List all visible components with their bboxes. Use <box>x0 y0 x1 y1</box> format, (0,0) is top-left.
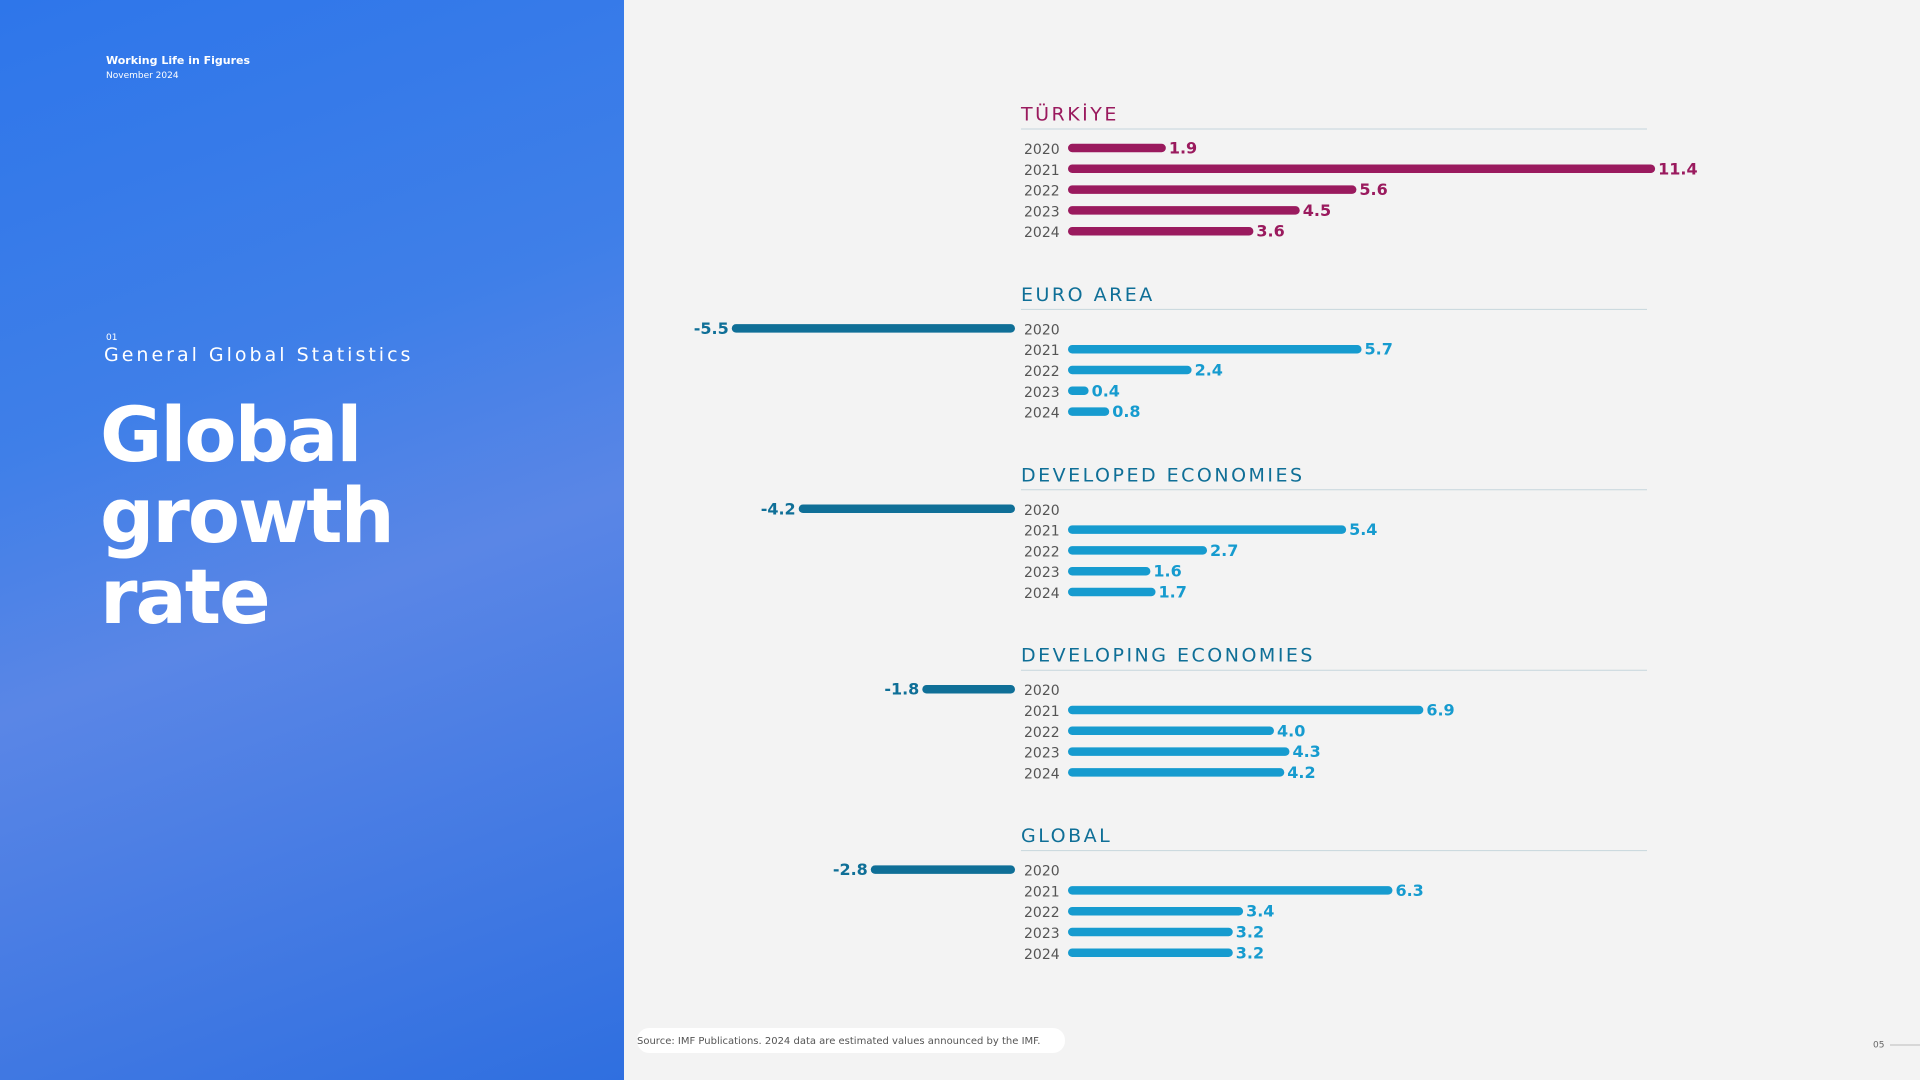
headline: rate <box>100 552 271 641</box>
bar <box>1068 906 1244 916</box>
value-label: 11.4 <box>1658 159 1697 178</box>
bar <box>1068 344 1362 354</box>
value-label: 5.6 <box>1359 180 1387 199</box>
chart-title: DEVELOPING ECONOMIES <box>1021 645 1315 667</box>
value-label: 6.3 <box>1395 881 1423 900</box>
charts: Source: IMF Publications. 2024 data are … <box>637 103 1920 1053</box>
header-title: Working Life in Figures <box>106 54 251 67</box>
year-label: 2024 <box>1024 225 1060 241</box>
chart-title: GLOBAL <box>1021 825 1112 847</box>
year-label: 2022 <box>1024 725 1060 741</box>
bar <box>1068 185 1357 194</box>
value-label: -4.2 <box>761 499 796 518</box>
bar <box>922 684 1015 694</box>
year-label: 2023 <box>1024 746 1060 762</box>
value-label: 1.7 <box>1159 583 1187 602</box>
bar <box>1068 365 1192 375</box>
value-label: 3.2 <box>1236 943 1264 962</box>
chart-title: DEVELOPED ECONOMIES <box>1021 464 1305 486</box>
bar <box>1068 226 1254 236</box>
section-title: General Global Statistics <box>104 344 414 366</box>
section-number: 01 <box>106 333 118 343</box>
cover-panel: Working Life in Figures November 2024 01… <box>0 0 624 1080</box>
year-label: 2024 <box>1024 766 1060 782</box>
header-date: November 2024 <box>106 71 179 81</box>
year-label: 2021 <box>1024 884 1060 900</box>
value-label: 1.6 <box>1153 562 1181 581</box>
bar <box>1068 407 1110 416</box>
bar <box>1068 948 1233 958</box>
bar <box>1068 206 1300 215</box>
source-box <box>637 1028 1065 1053</box>
value-label: 0.4 <box>1092 381 1120 400</box>
value-label: 4.5 <box>1303 201 1331 220</box>
value-label: 5.7 <box>1365 340 1393 359</box>
bar <box>1068 566 1151 576</box>
value-label: 3.6 <box>1256 222 1284 241</box>
value-label: 0.8 <box>1112 402 1140 421</box>
bar <box>798 504 1015 514</box>
bar <box>1068 886 1393 895</box>
bar <box>1068 587 1156 597</box>
year-label: 2024 <box>1024 947 1060 963</box>
year-label: 2020 <box>1024 683 1060 699</box>
year-label: 2023 <box>1024 385 1060 401</box>
year-label: 2021 <box>1024 343 1060 359</box>
year-label: 2023 <box>1024 926 1060 942</box>
year-label: 2024 <box>1024 586 1060 602</box>
year-label: 2022 <box>1024 544 1060 560</box>
year-label: 2022 <box>1024 364 1060 380</box>
bar <box>870 865 1015 874</box>
year-label: 2020 <box>1024 142 1060 158</box>
year-label: 2024 <box>1024 406 1060 422</box>
value-label: 3.2 <box>1236 923 1264 942</box>
bar <box>1068 705 1424 715</box>
value-label: 4.3 <box>1292 742 1320 761</box>
value-label: 2.7 <box>1210 541 1238 560</box>
year-label: 2021 <box>1024 524 1060 540</box>
value-label: -5.5 <box>694 319 729 338</box>
value-label: -2.8 <box>833 860 868 879</box>
year-label: 2020 <box>1024 503 1060 519</box>
page-number: 05 <box>1873 1041 1884 1051</box>
year-label: 2023 <box>1024 565 1060 581</box>
year-label: 2020 <box>1024 864 1060 880</box>
bar <box>1068 726 1274 736</box>
year-label: 2023 <box>1024 204 1060 220</box>
value-label: 4.0 <box>1277 721 1305 740</box>
bar <box>1068 747 1290 756</box>
bar <box>1068 386 1089 396</box>
year-label: 2021 <box>1024 163 1060 179</box>
year-label: 2022 <box>1024 905 1060 921</box>
bar <box>1068 143 1166 153</box>
headline: growth <box>100 471 395 560</box>
source: Source: IMF Publications. 2024 data are … <box>637 1036 1040 1047</box>
year-label: 2021 <box>1024 704 1060 720</box>
bar <box>1068 164 1656 174</box>
value-label: 3.4 <box>1246 902 1274 921</box>
bar <box>1068 546 1208 555</box>
chart-title: EURO AREA <box>1021 284 1155 306</box>
value-label: 4.2 <box>1287 763 1315 782</box>
value-label: 1.9 <box>1169 139 1197 158</box>
bar <box>731 324 1015 333</box>
value-label: 2.4 <box>1195 361 1223 380</box>
year-label: 2020 <box>1024 322 1060 338</box>
bar <box>1068 525 1347 534</box>
bar <box>1068 927 1233 937</box>
bar <box>1068 768 1285 777</box>
headline: Global <box>100 390 362 479</box>
value-label: 5.4 <box>1349 520 1377 539</box>
chart-title: TÜRKİYE <box>1020 103 1119 126</box>
value-label: -1.8 <box>884 680 919 699</box>
year-label: 2022 <box>1024 184 1060 200</box>
value-label: 6.9 <box>1426 701 1454 720</box>
